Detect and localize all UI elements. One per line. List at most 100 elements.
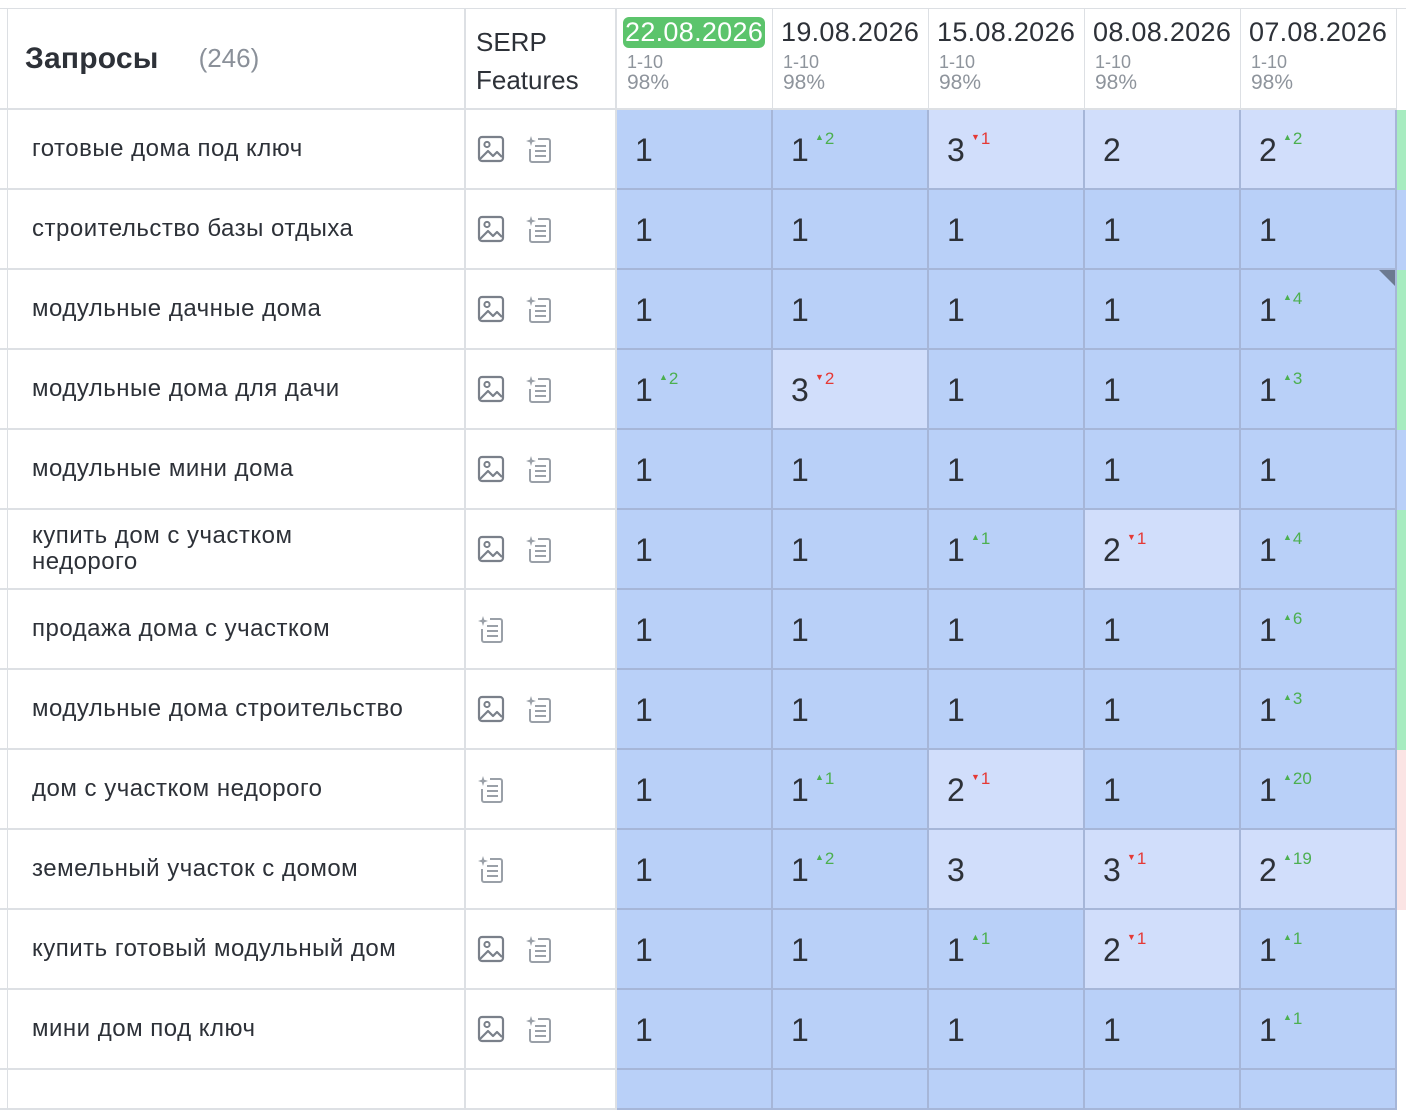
position-cell[interactable]: 1 bbox=[773, 590, 929, 670]
image-icon[interactable] bbox=[476, 294, 506, 324]
position-cell[interactable]: 1 bbox=[617, 190, 773, 270]
position-cell[interactable] bbox=[1241, 1070, 1397, 1110]
position-cell[interactable]: 1 bbox=[929, 270, 1085, 350]
snippet-icon[interactable] bbox=[524, 534, 554, 564]
position-cell[interactable]: 1 bbox=[1241, 190, 1397, 270]
position-cell[interactable]: 1 ▲20 bbox=[1241, 750, 1397, 830]
position-cell[interactable]: 1 ▲3 bbox=[1241, 670, 1397, 750]
position-cell[interactable]: 3 ▼1 bbox=[929, 110, 1085, 190]
image-icon[interactable] bbox=[476, 694, 506, 724]
position-cell[interactable]: 1 ▲1 bbox=[929, 910, 1085, 990]
position-cell[interactable]: 1 bbox=[617, 670, 773, 750]
snippet-icon[interactable] bbox=[524, 694, 554, 724]
position-cell[interactable]: 1 bbox=[617, 510, 773, 590]
image-icon[interactable] bbox=[476, 534, 506, 564]
position-cell[interactable]: 1 ▲4 bbox=[1241, 510, 1397, 590]
position-cell[interactable]: 1 bbox=[617, 990, 773, 1070]
position-cell[interactable]: 1 bbox=[617, 430, 773, 510]
position-cell[interactable]: 1 bbox=[773, 430, 929, 510]
keyword-cell[interactable]: земельный участок с домом bbox=[8, 830, 466, 910]
position-cell[interactable]: 1 bbox=[929, 350, 1085, 430]
position-cell[interactable]: 1 bbox=[773, 990, 929, 1070]
date-column-header[interactable]: 15.08.2026 1-10 98% bbox=[929, 9, 1085, 110]
keyword-cell[interactable]: строительство базы отдыха bbox=[8, 190, 466, 270]
keyword-cell[interactable]: купить дом с участком недорого bbox=[8, 510, 466, 590]
position-cell[interactable]: 3 bbox=[929, 830, 1085, 910]
keyword-cell[interactable]: модульные дома строительство bbox=[8, 670, 466, 750]
image-icon[interactable] bbox=[476, 134, 506, 164]
position-cell[interactable]: 1 bbox=[773, 670, 929, 750]
keyword-cell[interactable]: модульные дома для дачи bbox=[8, 350, 466, 430]
snippet-icon[interactable] bbox=[524, 134, 554, 164]
snippet-icon[interactable] bbox=[524, 454, 554, 484]
position-cell[interactable]: 1 bbox=[929, 190, 1085, 270]
position-cell[interactable]: 2 ▼1 bbox=[1085, 510, 1241, 590]
position-cell[interactable]: 1 bbox=[773, 910, 929, 990]
date-column-header[interactable]: 22.08.2026 1-10 98% bbox=[617, 9, 773, 110]
position-cell[interactable]: 1 bbox=[1085, 350, 1241, 430]
position-cell[interactable]: 1 bbox=[929, 990, 1085, 1070]
position-cell[interactable]: 1 bbox=[1085, 750, 1241, 830]
position-cell[interactable]: 1 ▲2 bbox=[773, 830, 929, 910]
image-icon[interactable] bbox=[476, 214, 506, 244]
position-cell[interactable]: 2 ▼1 bbox=[1085, 910, 1241, 990]
snippet-icon[interactable] bbox=[524, 934, 554, 964]
keyword-cell[interactable]: продажа дома с участком bbox=[8, 590, 466, 670]
position-cell[interactable]: 1 bbox=[929, 670, 1085, 750]
keyword-cell[interactable]: модульные мини дома bbox=[8, 430, 466, 510]
position-cell[interactable]: 1 bbox=[1085, 670, 1241, 750]
keyword-cell[interactable]: дом с участком недорого bbox=[8, 750, 466, 830]
queries-header[interactable]: Запросы (246) bbox=[8, 9, 466, 110]
position-cell[interactable]: 1 ▲1 bbox=[773, 750, 929, 830]
date-column-header[interactable]: 08.08.2026 1-10 98% bbox=[1085, 9, 1241, 110]
position-cell[interactable]: 1 bbox=[617, 830, 773, 910]
snippet-icon[interactable] bbox=[476, 854, 506, 884]
position-cell[interactable]: 1 ▲1 bbox=[1241, 910, 1397, 990]
position-cell[interactable] bbox=[773, 1070, 929, 1110]
position-cell[interactable]: 2 ▼1 bbox=[929, 750, 1085, 830]
position-cell[interactable]: 1 ▲3 bbox=[1241, 350, 1397, 430]
position-cell[interactable]: 1 bbox=[617, 270, 773, 350]
position-cell[interactable]: 3 ▼1 bbox=[1085, 830, 1241, 910]
position-cell[interactable] bbox=[1085, 1070, 1241, 1110]
position-cell[interactable]: 1 bbox=[617, 110, 773, 190]
date-column-header[interactable]: 07.08.2026 1-10 98% bbox=[1241, 9, 1397, 110]
position-cell[interactable]: 2 ▲2 bbox=[1241, 110, 1397, 190]
position-cell[interactable]: 1 bbox=[617, 590, 773, 670]
image-icon[interactable] bbox=[476, 374, 506, 404]
position-cell[interactable]: 1 bbox=[773, 190, 929, 270]
position-cell[interactable]: 1 bbox=[773, 270, 929, 350]
keyword-cell[interactable]: купить готовый модульный дом bbox=[8, 910, 466, 990]
snippet-icon[interactable] bbox=[524, 1014, 554, 1044]
keyword-cell[interactable] bbox=[8, 1070, 466, 1110]
image-icon[interactable] bbox=[476, 1014, 506, 1044]
position-cell[interactable]: 2 bbox=[1085, 110, 1241, 190]
keyword-cell[interactable]: мини дом под ключ bbox=[8, 990, 466, 1070]
position-cell[interactable]: 1 ▲2 bbox=[773, 110, 929, 190]
position-cell[interactable] bbox=[929, 1070, 1085, 1110]
snippet-icon[interactable] bbox=[476, 774, 506, 804]
position-cell[interactable]: 1 bbox=[617, 910, 773, 990]
position-cell[interactable]: 1 bbox=[929, 590, 1085, 670]
position-cell[interactable]: 1 bbox=[773, 510, 929, 590]
position-cell[interactable] bbox=[617, 1070, 773, 1110]
position-cell[interactable]: 1 bbox=[1085, 430, 1241, 510]
position-cell[interactable]: 1 ▲1 bbox=[1241, 990, 1397, 1070]
position-cell[interactable]: 1 ▲1 bbox=[929, 510, 1085, 590]
snippet-icon[interactable] bbox=[524, 214, 554, 244]
image-icon[interactable] bbox=[476, 454, 506, 484]
position-cell[interactable]: 1 bbox=[617, 750, 773, 830]
snippet-icon[interactable] bbox=[524, 294, 554, 324]
position-cell[interactable]: 1 bbox=[1085, 990, 1241, 1070]
snippet-icon[interactable] bbox=[476, 614, 506, 644]
position-cell[interactable]: 1 ▲4 bbox=[1241, 270, 1397, 350]
position-cell[interactable]: 1 bbox=[1085, 270, 1241, 350]
note-corner-icon[interactable] bbox=[1379, 270, 1395, 286]
keyword-cell[interactable]: готовые дома под ключ bbox=[8, 110, 466, 190]
position-cell[interactable]: 1 bbox=[929, 430, 1085, 510]
position-cell[interactable]: 1 ▲2 bbox=[617, 350, 773, 430]
position-cell[interactable]: 1 bbox=[1085, 590, 1241, 670]
position-cell[interactable]: 2 ▲19 bbox=[1241, 830, 1397, 910]
snippet-icon[interactable] bbox=[524, 374, 554, 404]
position-cell[interactable]: 1 ▲6 bbox=[1241, 590, 1397, 670]
